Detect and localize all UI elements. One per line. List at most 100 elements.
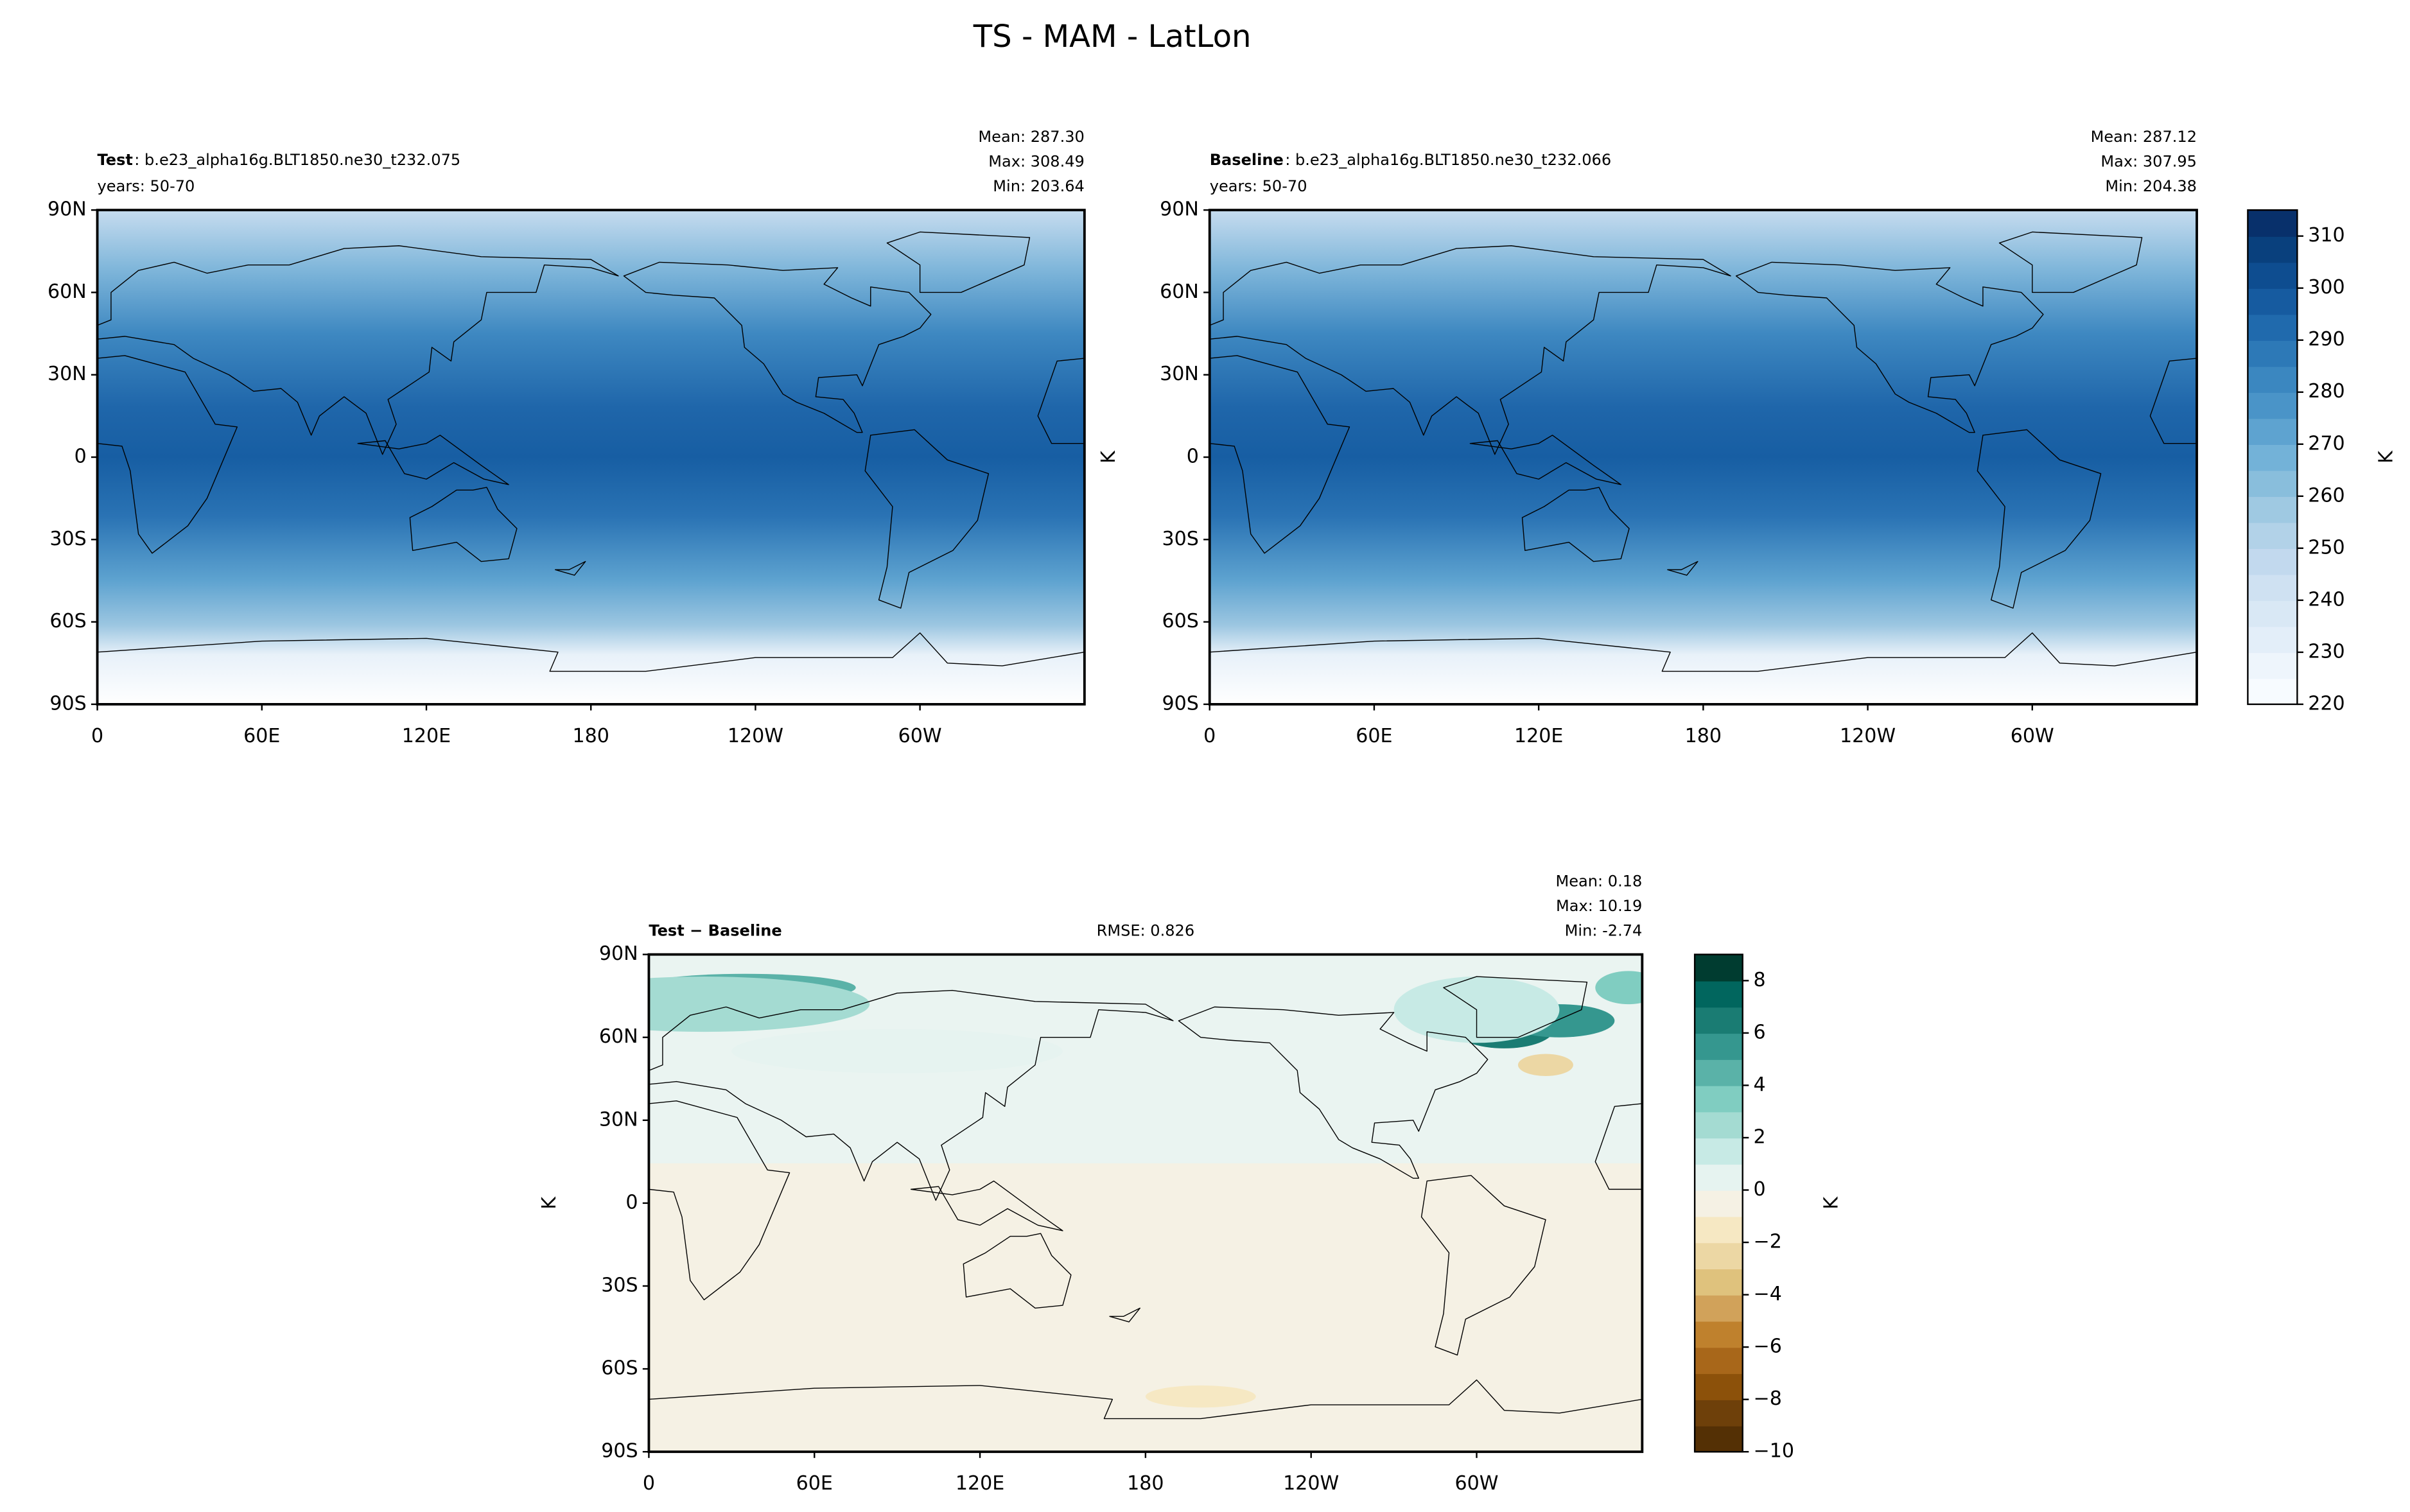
x-tick-label: 120W (728, 725, 783, 747)
colorbar-band (2248, 548, 2298, 575)
anomaly (731, 1029, 1063, 1073)
y-tick-label: 30S (1162, 528, 1199, 550)
anomaly (1595, 971, 1643, 1005)
colorbar-band (1695, 1111, 1743, 1139)
colorbar-tick-label: 240 (2308, 588, 2345, 611)
colorbar-band (2248, 236, 2298, 263)
anomaly (649, 977, 870, 1032)
colorbar-band (2248, 470, 2298, 498)
field-fill (1209, 210, 2197, 704)
colorbar-band (2248, 652, 2298, 679)
colorbar-band (2248, 314, 2298, 341)
case-name: : b.e23_alpha16g.BLT1850.ne30_t232.066 (1285, 151, 1611, 169)
colorbar-band (2248, 340, 2298, 367)
colorbar-label: K (2375, 450, 2397, 464)
y-tick-label: 60N (48, 281, 87, 303)
colorbar-tick-label: −8 (1754, 1387, 1782, 1410)
map-panel: 0 60E 120E 180 120W 60W 90S 60S 30S 0 30N 60N 90N Tes… (48, 128, 1086, 747)
colorbar-band (1695, 980, 1743, 1008)
colorbar-band (1695, 1347, 1743, 1375)
y-tick-label: 0 (1187, 446, 1199, 468)
colorbar-band (2248, 522, 2298, 550)
colorbar-tick-label: 290 (2308, 328, 2345, 351)
y-tick-label: 0 (625, 1191, 638, 1213)
x-tick-label: 120W (1840, 725, 1896, 747)
y-tick-label: 90S (601, 1440, 638, 1463)
colorbar-band (1695, 1321, 1743, 1348)
colorbar-band (2248, 262, 2298, 289)
x-tick-label: 180 (1127, 1472, 1164, 1495)
colorbar-tick-label: 2 (1754, 1125, 1766, 1148)
colorbar-frame (2247, 209, 2298, 706)
y-tick-label: 0 (74, 446, 87, 468)
stat: Mean: 287.30 (978, 128, 1084, 146)
x-tick-label: 60E (796, 1472, 833, 1495)
years: years: 50-70 (98, 177, 195, 195)
y-tick-label: 30N (1160, 363, 1199, 385)
x-tick-label: 60E (243, 725, 280, 747)
y-axis-label: K (538, 1196, 561, 1210)
colorbar-tick-label: 300 (2308, 276, 2345, 299)
anomaly (1145, 1385, 1256, 1408)
field-fill (97, 210, 1085, 704)
y-tick-label: 60S (1162, 610, 1199, 632)
colorbar-tick-label: −2 (1754, 1231, 1782, 1253)
colorbar-tick-label: 230 (2308, 640, 2345, 663)
colorbar-band (2248, 678, 2298, 706)
colorbar-band (1695, 1032, 1743, 1060)
y-tick-label: 90S (1162, 692, 1199, 715)
colorbar-band (2248, 444, 2298, 471)
colorbar-tick-label: 310 (2308, 224, 2345, 247)
colorbar-band (1695, 1137, 1743, 1165)
map-field (1209, 210, 2197, 704)
colorbar-band (2248, 392, 2298, 419)
colorbar-frame (1693, 953, 1743, 1453)
stat: Min: 203.64 (993, 177, 1085, 195)
stat: Max: 10.19 (1556, 897, 1642, 915)
stat: Min: 204.38 (2105, 177, 2197, 195)
colorbar-band (1695, 1425, 1743, 1453)
colorbar-tick-label: −6 (1754, 1335, 1782, 1358)
colorbar-band (2248, 210, 2298, 237)
stat: Mean: 287.12 (2091, 128, 2197, 146)
y-axis-label: K (1097, 450, 1120, 464)
panel-name: Test (98, 151, 133, 169)
colorbar-label: K (1821, 1196, 1843, 1210)
y-tick-label: 60S (601, 1357, 638, 1380)
x-tick-label: 120E (402, 725, 451, 747)
case-name: : b.e23_alpha16g.BLT1850.ne30_t232.075 (134, 151, 460, 169)
colorbar-tick-label: 260 (2308, 484, 2345, 507)
colorbar-tick-label: 250 (2308, 536, 2345, 559)
colorbar-tick-label: 6 (1754, 1021, 1766, 1043)
y-tick-label: 90N (48, 198, 87, 221)
y-tick-label: 30N (599, 1108, 638, 1131)
rmse: RMSE: 0.826 (1097, 922, 1195, 940)
map-field (97, 210, 1085, 704)
map-panel: 0 60E 120E 180 120W 60W 90S 60S 30S 0 30N 60N 90N Bas… (1097, 128, 2398, 747)
y-tick-label: 30S (601, 1274, 638, 1296)
y-tick-label: 60N (1160, 281, 1199, 303)
map-field (649, 954, 1643, 1452)
colorbar-band (1695, 1163, 1743, 1191)
colorbar-band (1695, 1190, 1743, 1217)
y-tick-label: 60N (599, 1025, 638, 1048)
stat: Min: -2.74 (1565, 922, 1643, 940)
y-tick-label: 90N (1160, 198, 1199, 221)
colorbar-band (2248, 496, 2298, 523)
map-panel: 0 60E 120E 180 120W 60W 90S 60S 30S 0 30N 60N 90N Tes… (538, 873, 1843, 1495)
colorbar-band (2248, 600, 2298, 627)
colorbar-band (1695, 1007, 1743, 1034)
colorbar-tick-label: 220 (2308, 692, 2345, 715)
colorbar-tick-label: −4 (1754, 1283, 1782, 1305)
colorbar-band (2248, 288, 2298, 315)
panel-name: Test − Baseline (649, 922, 782, 940)
colorbar-tick-label: 8 (1754, 969, 1766, 991)
y-tick-label: 30N (48, 363, 87, 385)
colorbar-band (1695, 1059, 1743, 1086)
colorbar-band (2248, 574, 2298, 602)
x-tick-label: 120E (956, 1472, 1004, 1495)
x-tick-label: 60W (2011, 725, 2054, 747)
stat: Max: 308.49 (988, 153, 1085, 171)
colorbar-tick-label: 270 (2308, 432, 2345, 455)
